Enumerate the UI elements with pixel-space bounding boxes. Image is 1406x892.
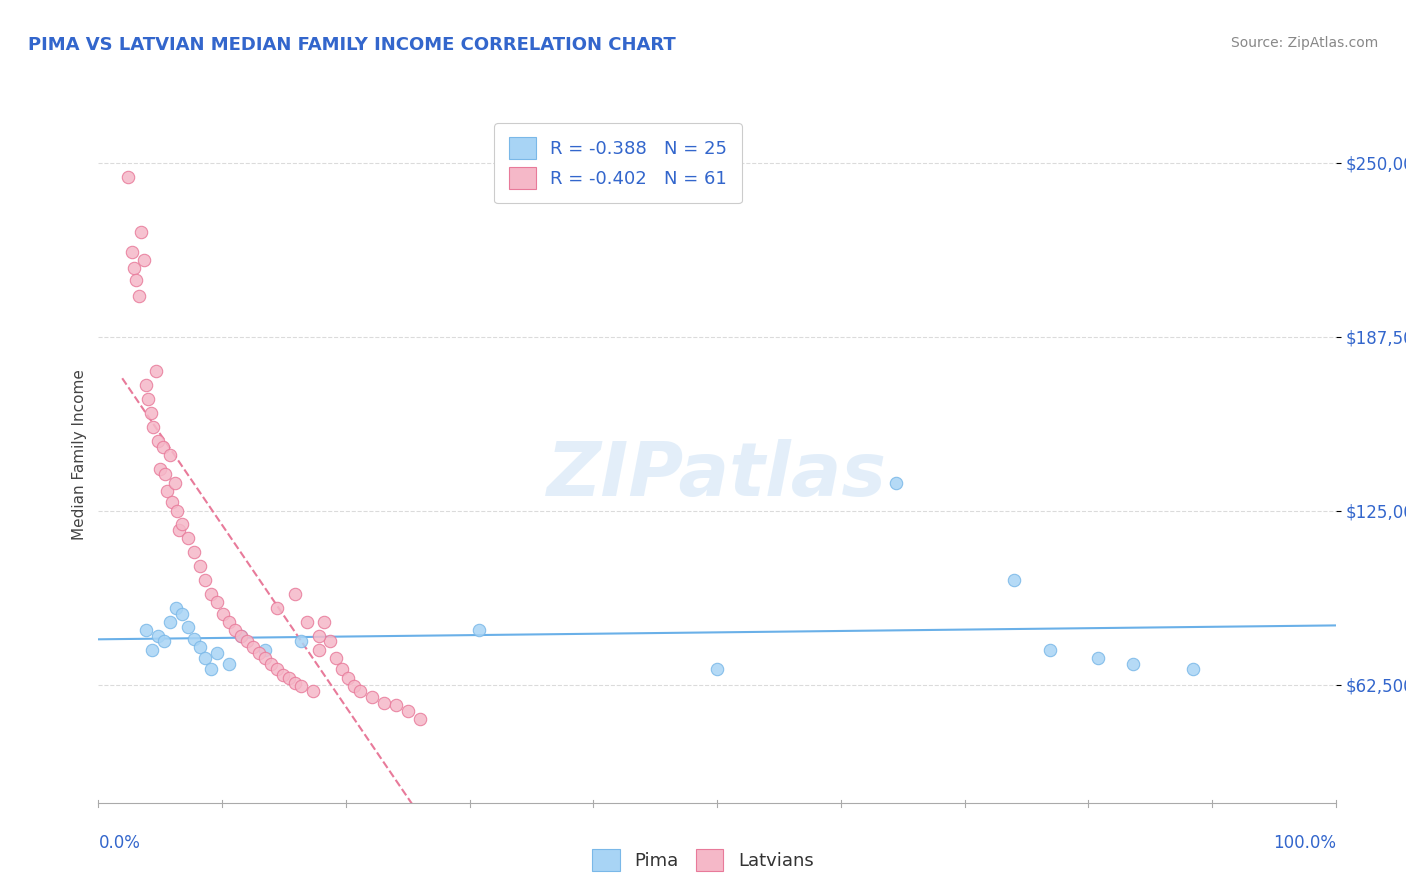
Point xyxy=(271,667,294,681)
Point xyxy=(146,434,169,448)
Point xyxy=(290,679,312,693)
Point xyxy=(121,244,143,259)
Point xyxy=(385,698,408,713)
Point xyxy=(1181,662,1204,676)
Point xyxy=(149,462,172,476)
Text: 0.0%: 0.0% xyxy=(98,834,141,852)
Point xyxy=(308,629,330,643)
Point xyxy=(266,662,288,676)
Point xyxy=(176,532,198,546)
Point xyxy=(159,615,181,629)
Point xyxy=(396,704,419,718)
Point xyxy=(1087,651,1109,665)
Point xyxy=(218,615,240,629)
Point xyxy=(156,484,179,499)
Point xyxy=(138,392,160,407)
Point xyxy=(183,545,205,559)
Point xyxy=(141,642,163,657)
Text: PIMA VS LATVIAN MEDIAN FAMILY INCOME CORRELATION CHART: PIMA VS LATVIAN MEDIAN FAMILY INCOME COR… xyxy=(28,36,676,54)
Point xyxy=(253,651,276,665)
Y-axis label: Median Family Income: Median Family Income xyxy=(72,369,87,541)
Point xyxy=(236,634,259,648)
Point xyxy=(314,615,336,629)
Point xyxy=(218,657,240,671)
Point xyxy=(142,420,165,434)
Point xyxy=(884,475,907,490)
Point xyxy=(337,671,360,685)
Point xyxy=(135,378,157,392)
Point xyxy=(117,169,139,184)
Point xyxy=(468,624,491,638)
Point xyxy=(253,642,276,657)
Text: 100.0%: 100.0% xyxy=(1272,834,1336,852)
Point xyxy=(408,712,430,726)
Point xyxy=(188,559,211,574)
Point xyxy=(165,601,187,615)
Point xyxy=(170,607,193,621)
Point xyxy=(125,272,148,286)
Point xyxy=(330,662,353,676)
Point xyxy=(128,289,150,303)
Point xyxy=(153,634,176,648)
Point xyxy=(169,523,191,537)
Point xyxy=(284,676,307,690)
Point xyxy=(139,406,162,420)
Point xyxy=(284,587,307,601)
Point xyxy=(706,662,728,676)
Point xyxy=(231,629,253,643)
Point xyxy=(290,634,312,648)
Point xyxy=(277,671,299,685)
Point xyxy=(247,646,270,660)
Point xyxy=(242,640,264,654)
Point xyxy=(308,642,330,657)
Point xyxy=(295,615,318,629)
Text: ZIPatlas: ZIPatlas xyxy=(547,439,887,512)
Point xyxy=(146,629,169,643)
Point xyxy=(153,467,176,482)
Point xyxy=(183,632,205,646)
Point xyxy=(349,684,371,698)
Point xyxy=(1004,573,1026,587)
Point xyxy=(166,503,188,517)
Point xyxy=(132,253,155,268)
Legend: Pima, Latvians: Pima, Latvians xyxy=(585,842,821,879)
Point xyxy=(1122,657,1144,671)
Point xyxy=(361,690,384,704)
Legend: R = -0.388   N = 25, R = -0.402   N = 61: R = -0.388 N = 25, R = -0.402 N = 61 xyxy=(495,123,742,203)
Point xyxy=(319,634,342,648)
Point xyxy=(122,261,145,276)
Point xyxy=(207,646,229,660)
Text: Source: ZipAtlas.com: Source: ZipAtlas.com xyxy=(1230,36,1378,50)
Point xyxy=(343,679,366,693)
Point xyxy=(200,587,222,601)
Point xyxy=(163,475,186,490)
Point xyxy=(231,629,253,643)
Point xyxy=(200,662,222,676)
Point xyxy=(212,607,235,621)
Point xyxy=(152,440,174,454)
Point xyxy=(159,448,181,462)
Point xyxy=(207,595,229,609)
Point xyxy=(224,624,246,638)
Point xyxy=(145,364,167,378)
Point xyxy=(176,620,198,634)
Point xyxy=(129,225,152,239)
Point xyxy=(301,684,323,698)
Point xyxy=(170,517,193,532)
Point xyxy=(266,601,288,615)
Point xyxy=(194,651,217,665)
Point xyxy=(135,624,157,638)
Point xyxy=(260,657,283,671)
Point xyxy=(188,640,211,654)
Point xyxy=(325,651,347,665)
Point xyxy=(194,573,217,587)
Point xyxy=(160,495,183,509)
Point xyxy=(1039,642,1062,657)
Point xyxy=(373,696,395,710)
